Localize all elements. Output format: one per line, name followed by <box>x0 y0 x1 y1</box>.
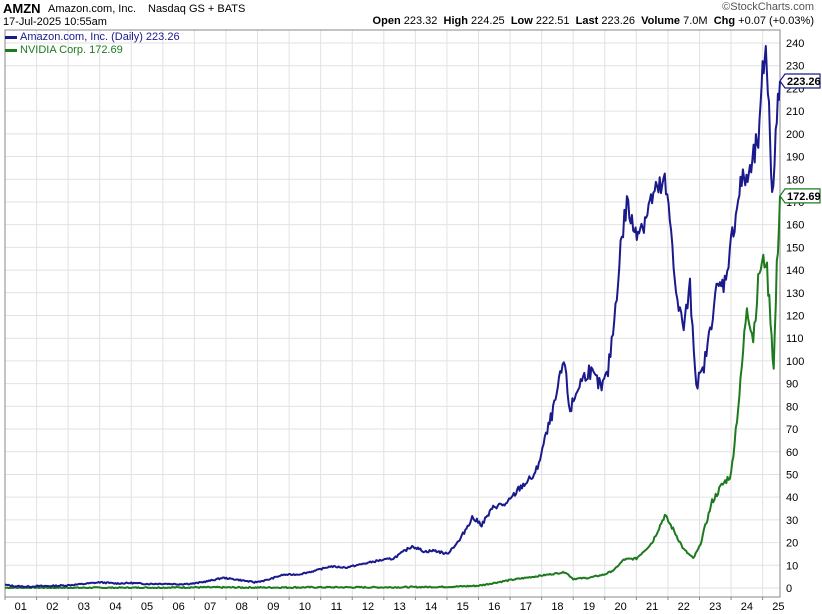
x-tick-label: 18 <box>551 601 563 613</box>
price-label-text-nvda: 172.69 <box>787 191 821 203</box>
y-tick-label: 60 <box>786 447 798 459</box>
x-tick-label: 15 <box>457 601 469 613</box>
y-tick-label: 200 <box>786 129 804 141</box>
legend-swatch-nvda <box>5 48 17 52</box>
x-tick-label: 24 <box>741 601 753 613</box>
x-tick-label: 10 <box>299 601 311 613</box>
chg-value: +0.07 (+0.03%) <box>738 15 814 27</box>
volume-label: Volume <box>641 15 681 27</box>
y-tick-label: 140 <box>786 265 804 277</box>
low-label: Low <box>510 15 533 27</box>
series-lines <box>4 45 781 589</box>
x-tick-label: 17 <box>520 601 532 613</box>
y-tick-label: 130 <box>786 288 804 300</box>
price-labels: 223.26 172.69 <box>779 73 821 204</box>
y-tick-label: 100 <box>786 356 804 368</box>
series-line-amzn <box>4 45 781 589</box>
x-tick-label: 12 <box>362 601 374 613</box>
x-tick-label: 14 <box>425 601 437 613</box>
exchange-name: Nasdaq GS + BATS <box>148 3 246 15</box>
x-tick-label: 16 <box>488 601 500 613</box>
x-tick-label: 23 <box>709 601 721 613</box>
y-tick-label: 230 <box>786 61 804 73</box>
legend-item-nvda: NVIDIA Corp. 172.69 <box>5 44 123 56</box>
y-tick-label: 30 <box>786 515 798 527</box>
y-tick-label: 110 <box>786 333 804 345</box>
series-line-nvda <box>5 195 781 589</box>
y-tick-label: 80 <box>786 401 798 413</box>
x-tick-label: 13 <box>393 601 405 613</box>
x-tick-label: 09 <box>267 601 279 613</box>
y-tick-label: 240 <box>786 38 804 50</box>
high-label: High <box>443 15 468 27</box>
company-name: Amazon.com, Inc. <box>48 3 137 15</box>
y-tick-label: 150 <box>786 242 804 254</box>
y-tick-label: 40 <box>786 492 798 504</box>
x-tick-label: 22 <box>678 601 690 613</box>
price-label-text-amzn: 223.26 <box>787 76 821 88</box>
quote-stats: Open 223.32 High 224.25 Low 222.51 Last … <box>373 15 814 27</box>
volume-value: 7.0M <box>683 15 708 27</box>
chg-label: Chg <box>713 15 736 27</box>
x-tick-label: 05 <box>141 601 153 613</box>
legend-label-nvda: NVIDIA Corp. 172.69 <box>20 44 123 56</box>
last-label: Last <box>575 15 599 27</box>
x-tick-label: 03 <box>78 601 90 613</box>
x-tick-label: 02 <box>46 601 58 613</box>
plot-frame <box>4 29 781 598</box>
watermark: ©StockCharts.com <box>722 1 814 13</box>
high-value: 224.25 <box>471 15 505 27</box>
last-value: 223.26 <box>601 15 635 27</box>
y-tick-label: 180 <box>786 174 804 186</box>
y-tick-label: 120 <box>786 311 804 323</box>
x-tick-label: 07 <box>204 601 216 613</box>
y-tick-label: 210 <box>786 106 804 118</box>
y-axis: 0 10 20 30 40 50 60 70 80 90 100 110 120 130 140 150 160… <box>786 38 804 595</box>
x-axis: 01 02 03 04 05 06 07 08 09 10 11 12 13 14 15 16 17 18 19 20… <box>4 597 785 613</box>
x-tick-label: 20 <box>614 601 626 613</box>
timestamp: 17-Jul-2025 10:55am <box>3 16 107 28</box>
x-tick-label: 19 <box>583 601 595 613</box>
legend-swatch-amzn <box>5 35 17 39</box>
y-tick-label: 160 <box>786 220 804 232</box>
low-value: 222.51 <box>535 15 570 27</box>
y-tick-label: 190 <box>786 152 804 164</box>
legend-item-amzn: Amazon.com, Inc. (Daily) 223.26 <box>5 31 180 43</box>
open-value: 223.32 <box>403 15 438 27</box>
y-tick-label: 0 <box>786 583 792 595</box>
chart-grid <box>4 30 780 597</box>
price-label-nvda: 172.69 <box>779 188 821 204</box>
x-tick-label: 11 <box>331 601 342 613</box>
x-tick-label: 25 <box>772 601 784 613</box>
x-tick-label: 21 <box>646 601 658 613</box>
y-tick-label: 70 <box>786 424 798 436</box>
y-tick-label: 20 <box>786 538 798 550</box>
x-tick-label: 04 <box>109 601 121 613</box>
legend-label-amzn: Amazon.com, Inc. (Daily) 223.26 <box>20 31 180 43</box>
y-tick-label: 10 <box>786 560 798 572</box>
y-tick-label: 50 <box>786 469 798 481</box>
y-tick-label: 90 <box>786 379 798 391</box>
price-label-amzn: 223.26 <box>779 73 821 89</box>
ticker-symbol: AMZN <box>3 1 41 16</box>
x-tick-label: 06 <box>173 601 185 613</box>
x-tick-label: 08 <box>236 601 248 613</box>
x-tick-label: 01 <box>15 601 27 613</box>
open-label: Open <box>372 15 401 27</box>
